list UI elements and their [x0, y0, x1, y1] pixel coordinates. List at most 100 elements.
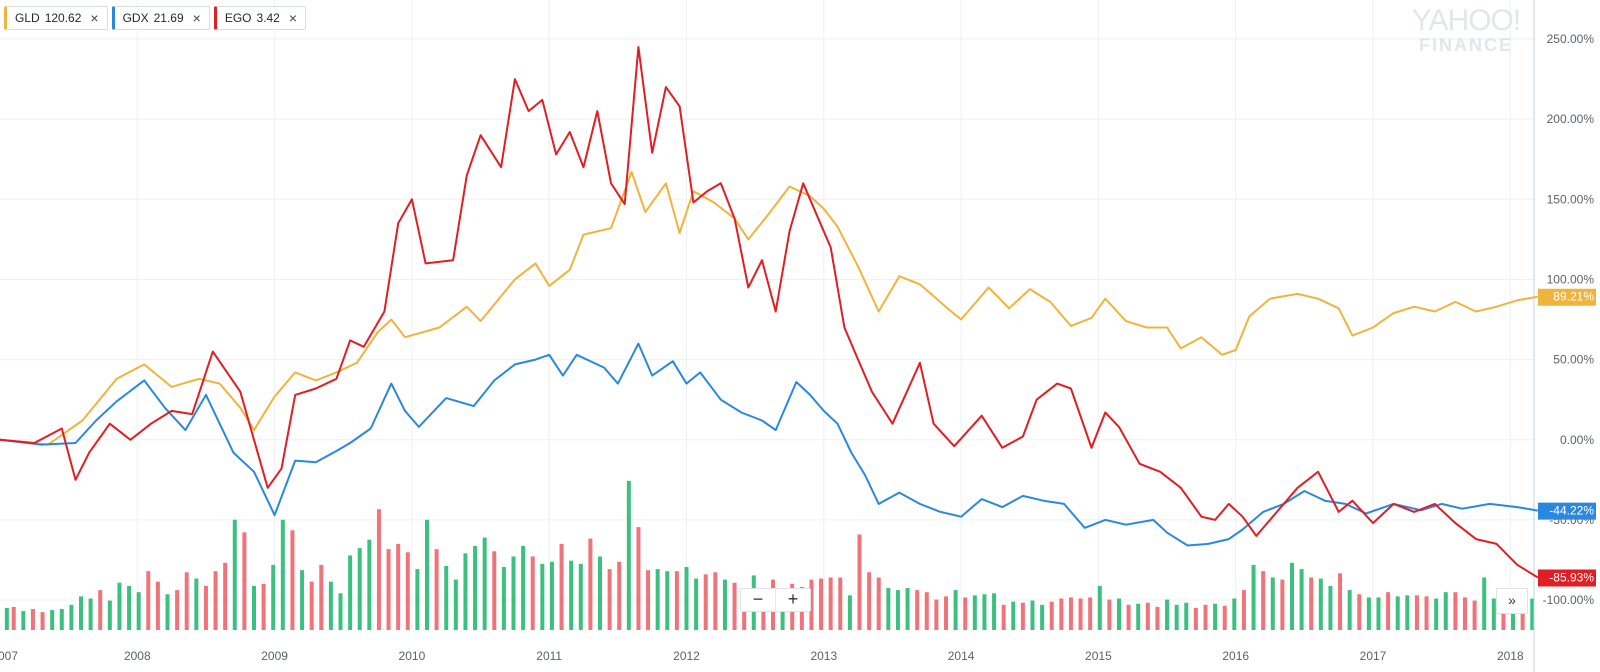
volume-bar: [146, 571, 151, 630]
volume-bar: [11, 606, 16, 630]
y-tick-label: -100.00%: [1543, 593, 1595, 607]
volume-bar: [136, 592, 141, 630]
volume-bar: [444, 565, 449, 630]
volume-bar: [1222, 605, 1227, 630]
legend-chip-ego[interactable]: EGO 3.42 ×: [213, 6, 307, 30]
volume-bar: [646, 570, 651, 630]
volume-bar: [847, 595, 852, 630]
x-tick-label: 2012: [673, 649, 700, 663]
volume-bar: [1059, 598, 1064, 630]
volume-bar: [559, 543, 564, 630]
volume-bar: [492, 551, 497, 630]
volume-bar: [713, 572, 718, 630]
volume-bar: [1011, 601, 1016, 630]
volume-bar: [184, 572, 189, 630]
legend-symbol: GLD: [15, 11, 40, 25]
volume-bar: [1299, 569, 1304, 630]
y-tick-label: 100.00%: [1547, 272, 1595, 286]
volume-bar: [684, 567, 689, 630]
volume-bar: [4, 607, 9, 630]
volume-bar: [1088, 597, 1093, 630]
volume-bar: [117, 582, 122, 630]
volume-bar: [1482, 577, 1487, 630]
volume-bar: [1386, 592, 1391, 630]
volume-bar: [357, 548, 362, 630]
volume-bar: [867, 572, 872, 630]
volume-bar: [501, 567, 506, 630]
volume-bar: [271, 564, 276, 630]
volume-bar: [107, 600, 112, 630]
expand-chevron-icon[interactable]: »: [1496, 588, 1528, 614]
volume-bar: [886, 588, 891, 630]
last-value-badge-gdx: [1538, 502, 1596, 520]
volume-bar: [425, 519, 430, 630]
last-value-label: 89.21%: [1553, 290, 1594, 304]
volume-bar: [607, 569, 612, 630]
series-line-gdx: [0, 342, 1538, 547]
volume-bar: [828, 577, 833, 630]
x-axis-labels: 007 2008 2009 2010 2011 2012 2013 2014 2015 2016 2…: [0, 649, 1524, 663]
x-tick-label: 2014: [948, 649, 975, 663]
legend-chip-gdx[interactable]: GDX 21.69 ×: [111, 6, 210, 30]
volume-bar: [300, 570, 305, 630]
volume-bar: [809, 579, 814, 630]
volume-bar: [376, 509, 381, 630]
x-tick-label: 2010: [399, 649, 426, 663]
volume-bar: [511, 556, 516, 630]
volume-bar: [1443, 592, 1448, 630]
volume-bar: [1328, 585, 1333, 630]
volume-bar: [21, 611, 26, 630]
volume-bar: [396, 543, 401, 630]
volume-bar: [223, 562, 228, 630]
volume-bar: [992, 593, 997, 630]
volume-bar: [598, 556, 603, 630]
volume-bar: [309, 581, 314, 630]
volume-bar: [1107, 599, 1112, 630]
volume-bar: [1270, 577, 1275, 630]
volume-bar: [1116, 598, 1121, 630]
volume-bar: [1405, 595, 1410, 630]
volume-bar: [1395, 596, 1400, 630]
zoom-out-button[interactable]: −: [752, 589, 764, 609]
volume-bar: [348, 555, 353, 630]
last-value-badge-ego: [1538, 569, 1596, 587]
y-tick-label: 0.00%: [1560, 433, 1594, 447]
zoom-in-button[interactable]: +: [775, 589, 810, 611]
volume-bar: [98, 590, 103, 630]
volume-bar: [338, 593, 343, 630]
volume-bar: [261, 583, 266, 630]
volume-bar: [1165, 599, 1170, 630]
volume-bar: [1414, 595, 1419, 630]
volume-bar: [1001, 604, 1006, 630]
volume-bar: [963, 597, 968, 630]
close-icon[interactable]: ×: [288, 10, 298, 26]
volume-bar: [165, 594, 170, 630]
volume-bar: [1376, 597, 1381, 630]
volume-bar: [1155, 606, 1160, 630]
volume-bar: [319, 564, 324, 630]
legend-symbol: EGO: [224, 11, 252, 25]
volume-bar: [1366, 597, 1371, 630]
volume-bar: [838, 577, 843, 630]
zoom-controls: − +: [740, 588, 811, 612]
volume-bar: [1261, 571, 1266, 630]
close-icon[interactable]: ×: [192, 10, 201, 26]
last-value-badges: 89.21% -44.22% -85.93%: [1538, 288, 1596, 587]
volume-bar: [1126, 604, 1131, 630]
legend-chip-gld[interactable]: GLD 120.62 ×: [4, 6, 108, 30]
volume-bar: [982, 594, 987, 630]
volume-bar: [1280, 579, 1285, 630]
volume-bar: [1289, 562, 1294, 630]
volume-bar: [1030, 600, 1035, 630]
volume-bar: [674, 571, 679, 630]
y-tick-label: 50.00%: [1553, 353, 1594, 367]
y-axis-labels: 250.00% 200.00% 150.00% 100.00% 50.00% 0.00% -…: [1543, 32, 1595, 607]
close-icon[interactable]: ×: [90, 10, 99, 26]
volume-bar: [1145, 602, 1150, 630]
volume-bar: [30, 609, 35, 630]
watermark-line1: YAHOO!: [1411, 4, 1521, 37]
volume-bar: [655, 569, 660, 630]
volume-bar: [194, 578, 199, 630]
volume-bar: [1520, 598, 1525, 630]
